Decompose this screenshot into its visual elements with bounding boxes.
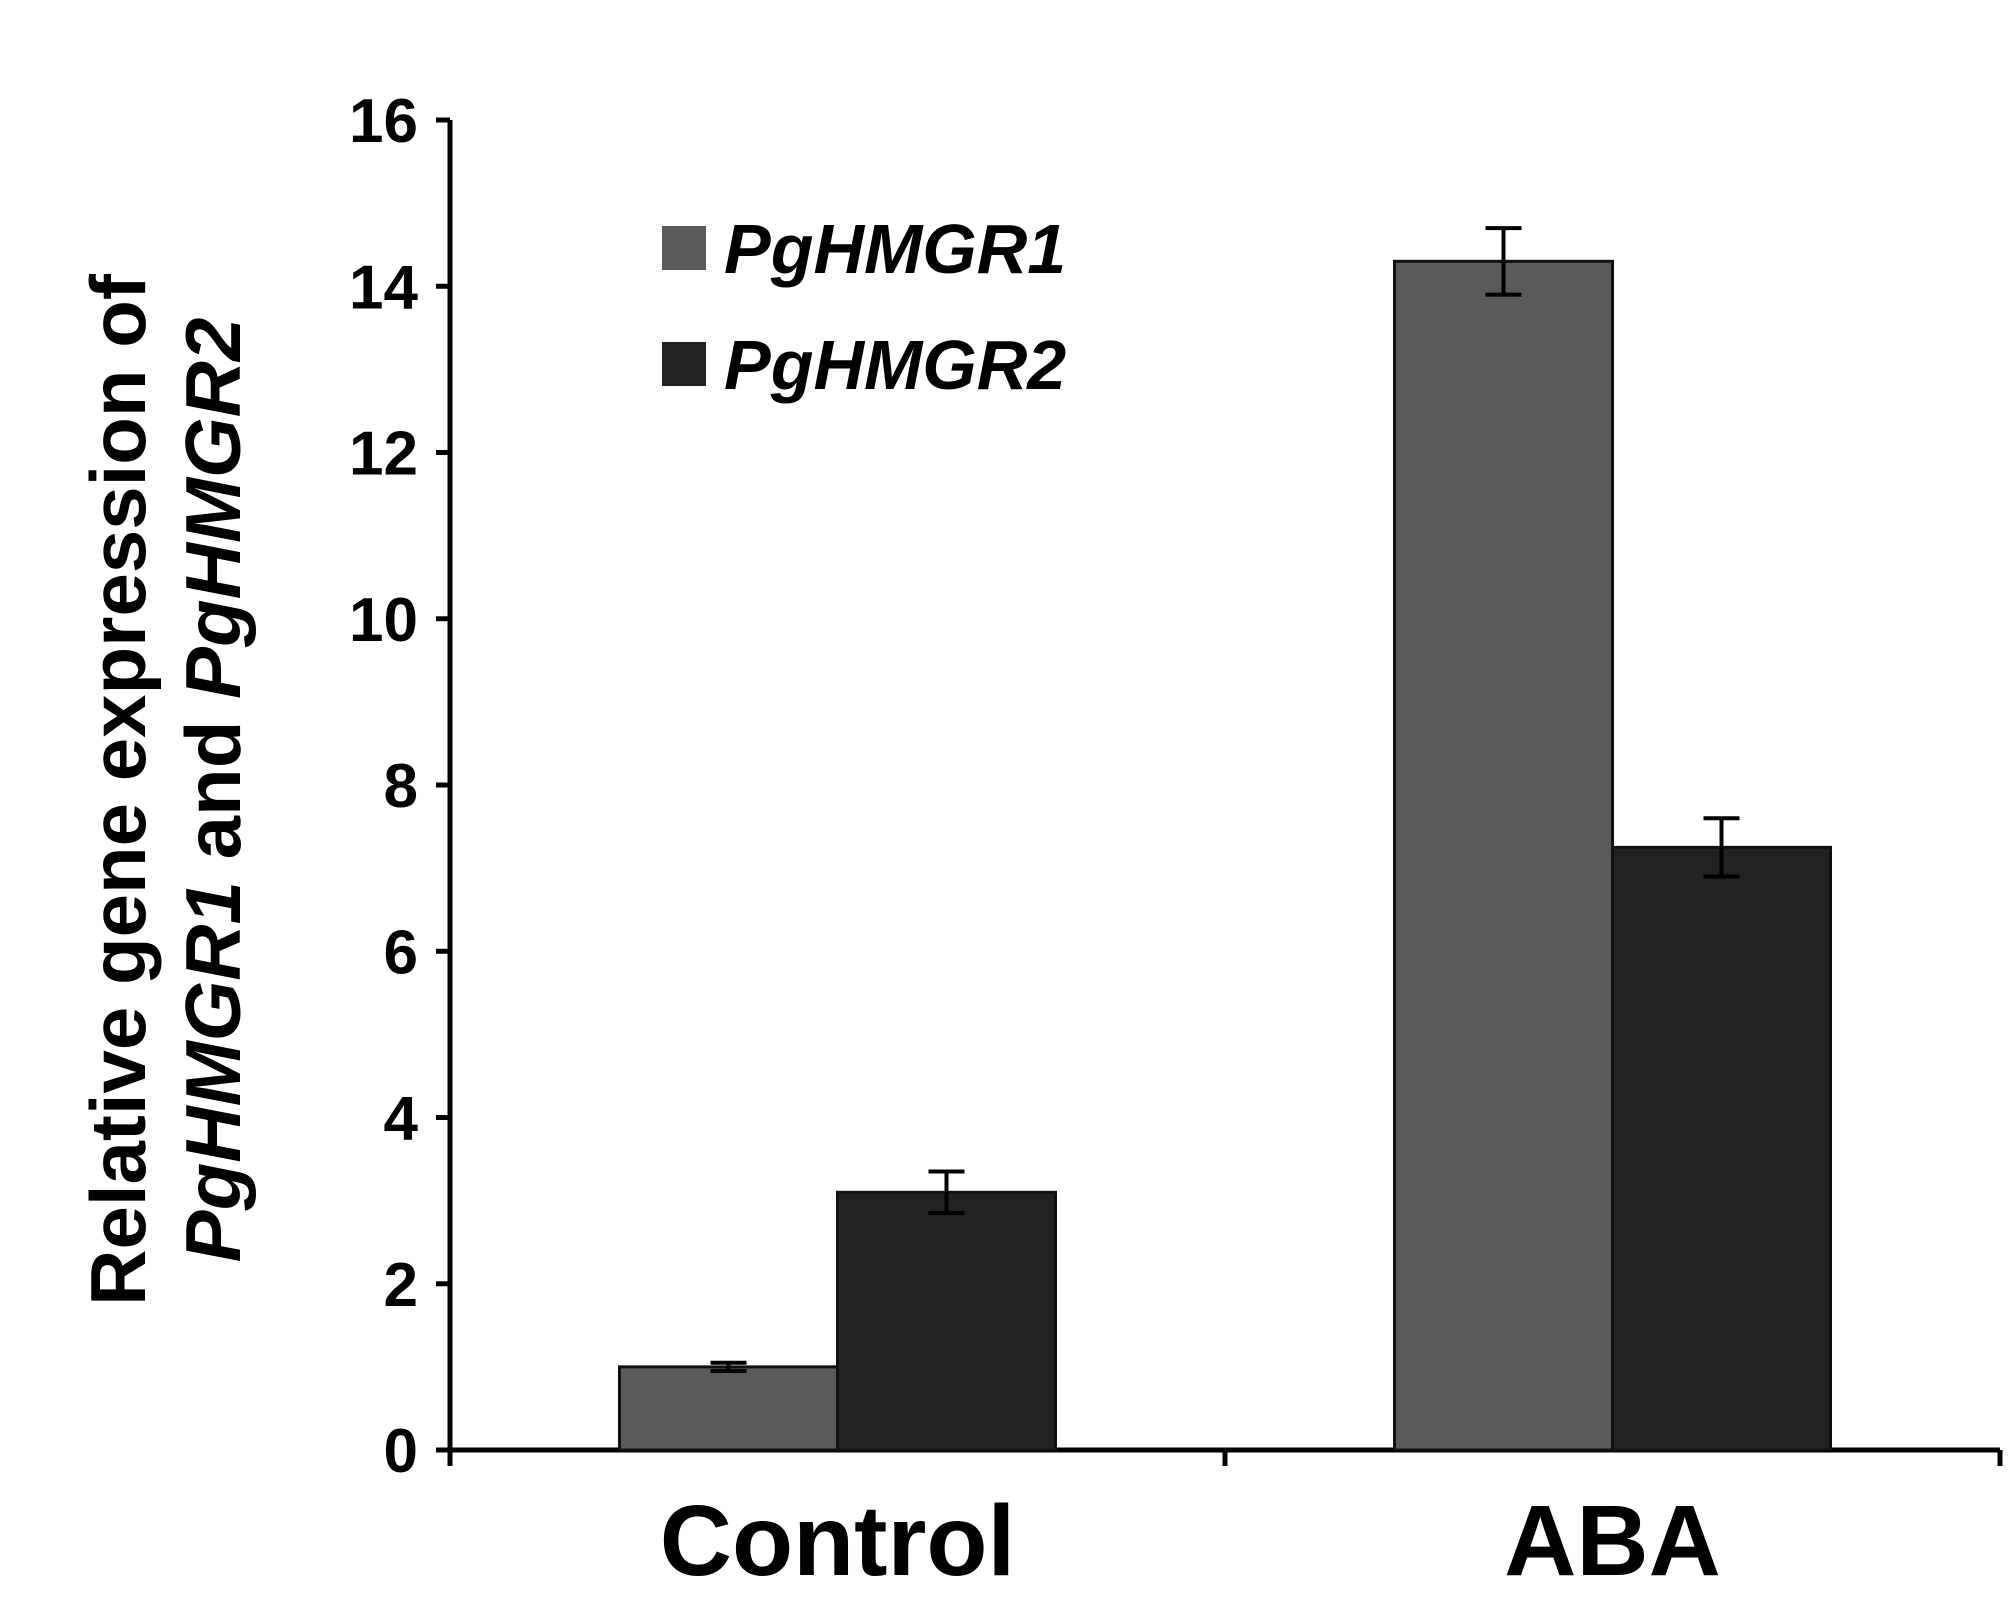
legend-swatch-PgHMGR1: [662, 226, 706, 270]
y-tick-label: 12: [349, 420, 418, 489]
y-tick-label: 4: [384, 1085, 419, 1154]
y-tick-label: 0: [384, 1417, 418, 1486]
legend-label-PgHMGR1: PgHMGR1: [724, 210, 1066, 288]
y-axis-label-line2: PgHMGR1 and PgHMGR2: [169, 318, 257, 1263]
y-tick-label: 10: [349, 586, 418, 655]
bar-PgHMGR2-ABA: [1611, 845, 1832, 1452]
svg-text:Relative gene expression of: Relative gene expression of: [74, 273, 162, 1306]
y-tick-label: 2: [384, 1251, 418, 1320]
bar-PgHMGR1-ABA: [1393, 259, 1614, 1452]
x-category-label: ABA: [1504, 1485, 1721, 1597]
y-tick-label: 16: [349, 87, 418, 156]
y-tick-label: 8: [384, 752, 418, 821]
y-axis-label: Relative gene expression of PgHMGR1 and …: [74, 273, 257, 1306]
y-axis-label-part-0: PgHMGR1: [169, 881, 257, 1262]
x-category-label: Control: [660, 1485, 1015, 1597]
y-axis-label-part-2: PgHMGR2: [169, 318, 257, 699]
axes: 0 2 4 6 8 10 12 14 16 Control ABA: [349, 87, 2003, 1597]
bar-PgHMGR1-Control: [618, 1365, 839, 1452]
bar-PgHMGR2-Control: [836, 1190, 1057, 1452]
legend-label-PgHMGR2: PgHMGR2: [724, 326, 1066, 404]
y-axis-label-line1: Relative gene expression of: [74, 273, 162, 1306]
y-tick-label: 6: [384, 918, 418, 987]
legend-swatch-PgHMGR2: [662, 342, 706, 386]
y-axis-label-part-1: and: [169, 699, 257, 881]
legend: PgHMGR1 PgHMGR2: [662, 210, 1066, 404]
bars: [618, 226, 1832, 1452]
y-tick-label: 14: [349, 253, 418, 322]
